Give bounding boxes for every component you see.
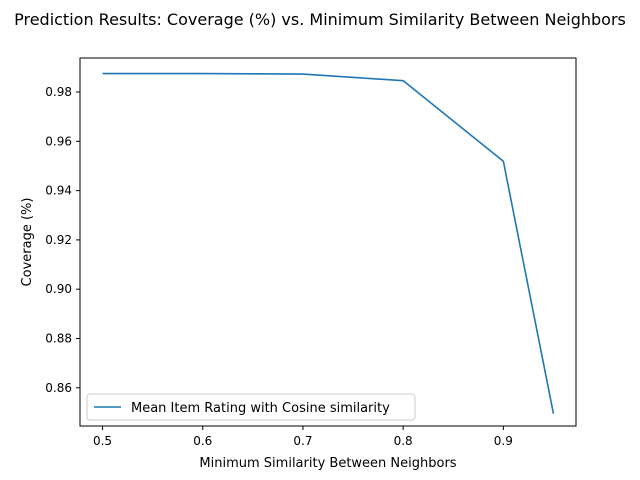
x-tick-label: 0.7 [293, 434, 312, 448]
legend-box [86, 393, 416, 421]
y-axis-ticks: 0.86 0.88 0.90 0.92 0.94 0.96 0.98 [45, 85, 80, 395]
series-layer [102, 72, 555, 414]
plot-frame [79, 57, 577, 427]
y-axis-label: Coverage (%) [20, 198, 35, 287]
x-tick-label: 0.5 [93, 434, 112, 448]
chart-title: Prediction Results: Coverage (%) vs. Min… [14, 10, 626, 29]
y-tick-label: 0.90 [45, 282, 72, 296]
x-axis-ticks: 0.5 0.6 0.7 0.8 0.9 [93, 426, 513, 448]
legend-label: Mean Item Rating with Cosine similarity [131, 401, 390, 416]
y-tick-label: 0.86 [45, 381, 72, 395]
plot-area [80, 58, 576, 426]
y-tick-label: 0.92 [45, 233, 72, 247]
x-tick-label: 0.8 [394, 434, 413, 448]
x-tick-label: 0.9 [494, 434, 513, 448]
y-tick-label: 0.94 [45, 184, 72, 198]
y-tick-label: 0.96 [45, 134, 72, 148]
y-tick-label: 0.98 [45, 85, 72, 99]
legend: Mean Item Rating with Cosine similarity [86, 393, 416, 421]
x-axis-label: Minimum Similarity Between Neighbors [199, 456, 456, 471]
x-tick-label: 0.6 [193, 434, 212, 448]
y-tick-label: 0.88 [45, 331, 72, 345]
series-line [102, 72, 555, 414]
